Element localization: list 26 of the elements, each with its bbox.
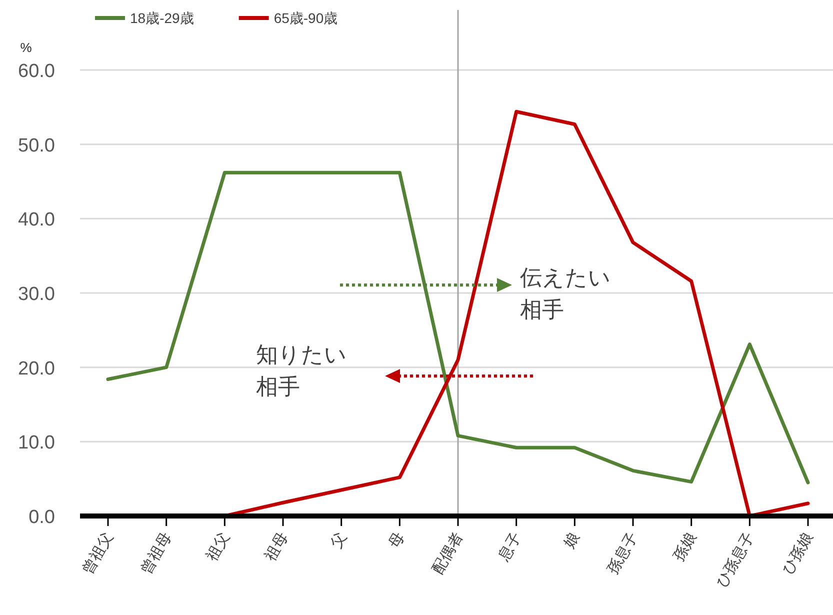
annotation: 伝えたい相手 [520, 265, 611, 322]
y-tick-label: 10.0 [18, 432, 55, 454]
x-tick-label: 孫娘 [670, 530, 700, 564]
y-axis-title: % [20, 40, 32, 55]
x-tick-label: 娘 [560, 530, 584, 551]
x-tick-label: 曾祖父 [79, 530, 116, 577]
x-tick-label: 孫息子 [604, 530, 642, 577]
y-tick-label: 20.0 [18, 358, 55, 380]
line-series [106, 170, 810, 484]
x-tick-label: ひ孫息子 [713, 530, 758, 590]
x-tick-label: 祖父 [203, 530, 234, 564]
x-tick-label: 息子 [494, 530, 525, 565]
x-tick-label: 母 [386, 530, 408, 551]
x-tick-label: 曾祖母 [138, 530, 175, 577]
x-tick-label: 配偶者 [429, 530, 466, 577]
y-tick-label: 0.0 [28, 507, 55, 528]
y-tick-label: 50.0 [18, 135, 55, 156]
annotation: 知りたい相手 [256, 342, 347, 399]
y-tick-label: 30.0 [18, 284, 55, 305]
y-tick-label: 60.0 [18, 61, 55, 82]
legend-label: 18歳-29歳 [130, 10, 194, 26]
x-tick-label: ひ孫娘 [779, 530, 816, 577]
x-tick-label: 祖母 [262, 530, 292, 564]
x-tick-label: 父 [328, 530, 350, 551]
y-tick-label: 40.0 [18, 210, 55, 231]
legend-label: 65歳-90歳 [274, 10, 338, 26]
